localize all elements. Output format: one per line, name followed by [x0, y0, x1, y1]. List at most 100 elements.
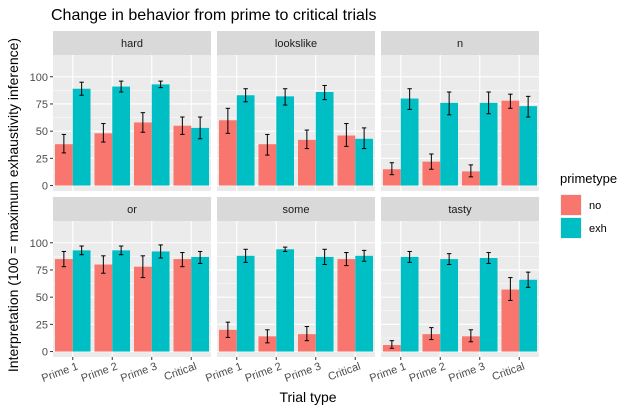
bar-exh-critical: [191, 127, 210, 186]
strip-label-tasty: tasty: [448, 204, 472, 216]
error-bar: [282, 246, 288, 252]
bar-exh-prime-1: [72, 88, 91, 186]
x-tick-label: Prime 3: [447, 361, 487, 385]
bar-no-prime-1: [382, 169, 401, 186]
bar-exh-prime-3: [151, 84, 170, 186]
error-bar: [407, 88, 412, 110]
bar-exh-critical: [355, 138, 374, 186]
error-bar: [525, 271, 531, 288]
error-bar: [446, 91, 452, 116]
panel-tasty: tasty Prime 1 Prime 2 Prime 3 Critical: [368, 197, 539, 385]
panel-some: some Prime 1 Prime 2 Prime 3 Critical: [204, 197, 375, 385]
bar-no-prime-3: [133, 266, 152, 352]
y-tick-label: 50: [36, 126, 48, 138]
bar-no-prime-1: [54, 259, 73, 352]
error-bar: [101, 123, 106, 143]
error-bar: [429, 327, 434, 341]
legend: primetype no exh: [560, 171, 617, 239]
error-bar: [158, 80, 163, 89]
error-bar: [508, 277, 513, 301]
facet-panels: hard 0 25 50 75 100 lookslike n or 0 25 50 75 100 Prim…: [30, 31, 539, 385]
error-bar: [140, 112, 146, 133]
strip-background: [381, 197, 539, 221]
strip-label-some: some: [283, 204, 310, 216]
error-bar: [468, 164, 474, 178]
error-bar: [265, 133, 270, 156]
x-tick-label: Prime 2: [80, 361, 120, 385]
bar-exh-critical: [355, 255, 374, 352]
bar-no-prime-1: [218, 120, 237, 186]
bar-exh-prime-3: [479, 257, 498, 352]
error-bar: [446, 253, 452, 266]
error-bar: [140, 255, 146, 279]
panel-n: n: [381, 31, 539, 191]
error-bar: [344, 252, 349, 267]
bar-exh-critical: [191, 256, 210, 352]
bar-no-prime-2: [258, 144, 277, 186]
bar-exh-prime-2: [276, 249, 295, 352]
error-bar: [243, 88, 248, 103]
x-tick-label: Prime 3: [119, 361, 159, 385]
legend-swatch-exh: [561, 218, 581, 238]
bar-no-critical: [337, 135, 356, 186]
x-tick-label: Prime 2: [244, 361, 284, 385]
bar-exh-prime-3: [315, 256, 334, 352]
strip-background: [217, 197, 375, 221]
error-bar: [265, 329, 270, 344]
bar-no-prime-2: [94, 264, 113, 352]
x-tick-label: Prime 2: [408, 361, 448, 385]
error-bar: [468, 329, 474, 343]
strip-background: [53, 31, 211, 55]
error-bar: [322, 84, 327, 101]
bar-exh-prime-3: [151, 251, 170, 352]
y-tick-label: 25: [36, 319, 48, 331]
error-bar: [282, 88, 288, 106]
bar-no-prime-3: [133, 122, 152, 186]
error-bar: [322, 248, 327, 266]
x-tick-label: Critical: [491, 361, 527, 384]
error-bar: [304, 326, 310, 342]
bar-no-prime-2: [422, 334, 441, 352]
bar-exh-prime-2: [112, 250, 131, 352]
error-bar: [61, 250, 67, 268]
error-bar: [79, 81, 84, 96]
x-axis-title: Trial type: [279, 389, 336, 405]
bar-no-prime-2: [422, 161, 441, 186]
y-tick-label: 75: [36, 99, 48, 111]
bar-no-prime-3: [461, 171, 480, 186]
legend-label-no: no: [589, 200, 601, 212]
error-bar: [429, 153, 434, 170]
bar-no-critical: [501, 100, 520, 186]
error-bar: [486, 91, 491, 115]
bar-no-prime-3: [461, 336, 480, 352]
x-tick-label: Critical: [327, 361, 363, 384]
strip-label-hard: hard: [121, 38, 143, 50]
bar-exh-prime-2: [440, 102, 459, 186]
y-tick-label: 75: [36, 265, 48, 277]
bar-no-prime-3: [297, 334, 316, 352]
strip-background: [53, 197, 211, 221]
bar-no-prime-1: [54, 144, 73, 186]
bar-exh-prime-3: [479, 102, 498, 186]
bar-exh-prime-2: [276, 96, 295, 186]
y-tick-label: 0: [42, 181, 48, 193]
x-tick-label: Prime 3: [283, 361, 323, 385]
bar-exh-prime-1: [236, 95, 255, 186]
bar-exh-prime-1: [400, 98, 419, 186]
strip-background: [381, 31, 539, 55]
x-tick-label: Prime 1: [368, 361, 408, 385]
error-bar: [508, 93, 513, 109]
panel-hard: hard 0 25 50 75 100: [30, 31, 211, 193]
x-tick-label: Prime 1: [40, 361, 80, 385]
bar-no-prime-2: [94, 133, 113, 186]
chart-title: Change in behavior from prime to critica…: [51, 7, 376, 24]
error-bar: [389, 340, 395, 349]
strip-label-lookslike: lookslike: [275, 38, 317, 50]
legend-label-exh: exh: [589, 223, 607, 235]
error-bar: [158, 244, 163, 259]
bar-exh-critical: [519, 279, 538, 352]
bar-exh-prime-1: [236, 255, 255, 352]
error-bar: [243, 248, 248, 263]
error-bar: [486, 252, 491, 264]
